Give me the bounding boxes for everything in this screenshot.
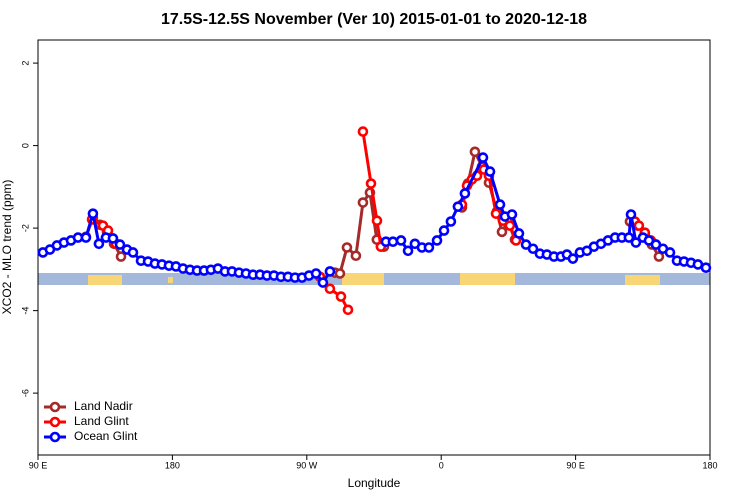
- data-point: [459, 188, 471, 199]
- y-tick-label: 0: [20, 143, 30, 148]
- data-point: [350, 250, 362, 262]
- data-point: [625, 209, 637, 220]
- data-point: [490, 208, 502, 219]
- land-band: [342, 273, 384, 285]
- data-point: [623, 232, 635, 243]
- data-point: [527, 243, 539, 255]
- data-point: [357, 197, 369, 208]
- data-point: [334, 268, 346, 279]
- data-point: [653, 251, 665, 262]
- x-tick-label: 90 E: [29, 460, 48, 470]
- legend-marker: [49, 431, 61, 443]
- y-tick-label: -6: [20, 389, 30, 397]
- x-tick-label: 180: [165, 460, 180, 470]
- legend-label: Land Glint: [74, 414, 129, 428]
- x-tick-label: 180: [702, 460, 717, 470]
- data-point: [567, 253, 579, 264]
- data-point: [477, 152, 489, 163]
- legend-marker: [49, 416, 61, 428]
- land-band: [168, 277, 173, 283]
- data-point: [127, 247, 139, 258]
- data-point: [387, 236, 399, 248]
- data-point: [317, 277, 329, 288]
- legend-label: Land Nadir: [74, 399, 133, 413]
- legend-marker: [49, 401, 61, 413]
- data-point: [452, 201, 464, 212]
- x-axis-label: Longitude: [348, 476, 401, 490]
- data-point: [506, 209, 518, 220]
- x-tick-label: 0: [439, 460, 444, 470]
- data-point: [310, 268, 322, 279]
- land-band: [460, 273, 515, 285]
- data-point: [633, 220, 645, 231]
- legend-label: Ocean Glint: [74, 429, 138, 443]
- data-point: [341, 242, 353, 253]
- data-point: [513, 228, 525, 239]
- plot-frame: [37, 39, 711, 456]
- data-point: [438, 225, 450, 236]
- y-tick-label: -2: [20, 224, 30, 232]
- data-point: [445, 216, 457, 227]
- land-ocean-band: [38, 273, 710, 285]
- data-point: [469, 146, 481, 158]
- data-point: [395, 235, 407, 246]
- data-point: [365, 178, 377, 189]
- data-point: [423, 242, 435, 253]
- data-point: [402, 245, 414, 257]
- land-band: [625, 275, 660, 285]
- data-point: [80, 232, 92, 243]
- data-point: [324, 266, 336, 277]
- data-point: [494, 199, 506, 210]
- data-point: [630, 237, 642, 248]
- data-point: [342, 304, 354, 316]
- data-point: [431, 235, 443, 246]
- data-point: [87, 208, 99, 219]
- data-point: [324, 283, 336, 295]
- data-point: [114, 239, 126, 250]
- data-point: [115, 251, 127, 262]
- x-tick-label: 90 E: [566, 460, 585, 470]
- data-point: [335, 291, 347, 302]
- land-band: [88, 275, 122, 285]
- y-axis-label: XCO2 - MLO trend (ppm): [0, 180, 14, 315]
- y-tick-label: 2: [20, 61, 30, 66]
- data-point: [357, 126, 369, 137]
- data-point: [93, 238, 105, 250]
- x-tick-label: 90 W: [296, 460, 318, 470]
- data-point: [664, 247, 676, 258]
- data-point: [700, 262, 712, 274]
- data-point: [504, 220, 516, 231]
- y-tick-label: -4: [20, 307, 30, 315]
- chart-title: 17.5S-12.5S November (Ver 10) 2015-01-01…: [161, 11, 587, 28]
- data-point: [371, 215, 383, 226]
- data-point: [484, 166, 496, 177]
- data-point: [496, 226, 508, 238]
- data-point: [107, 233, 119, 244]
